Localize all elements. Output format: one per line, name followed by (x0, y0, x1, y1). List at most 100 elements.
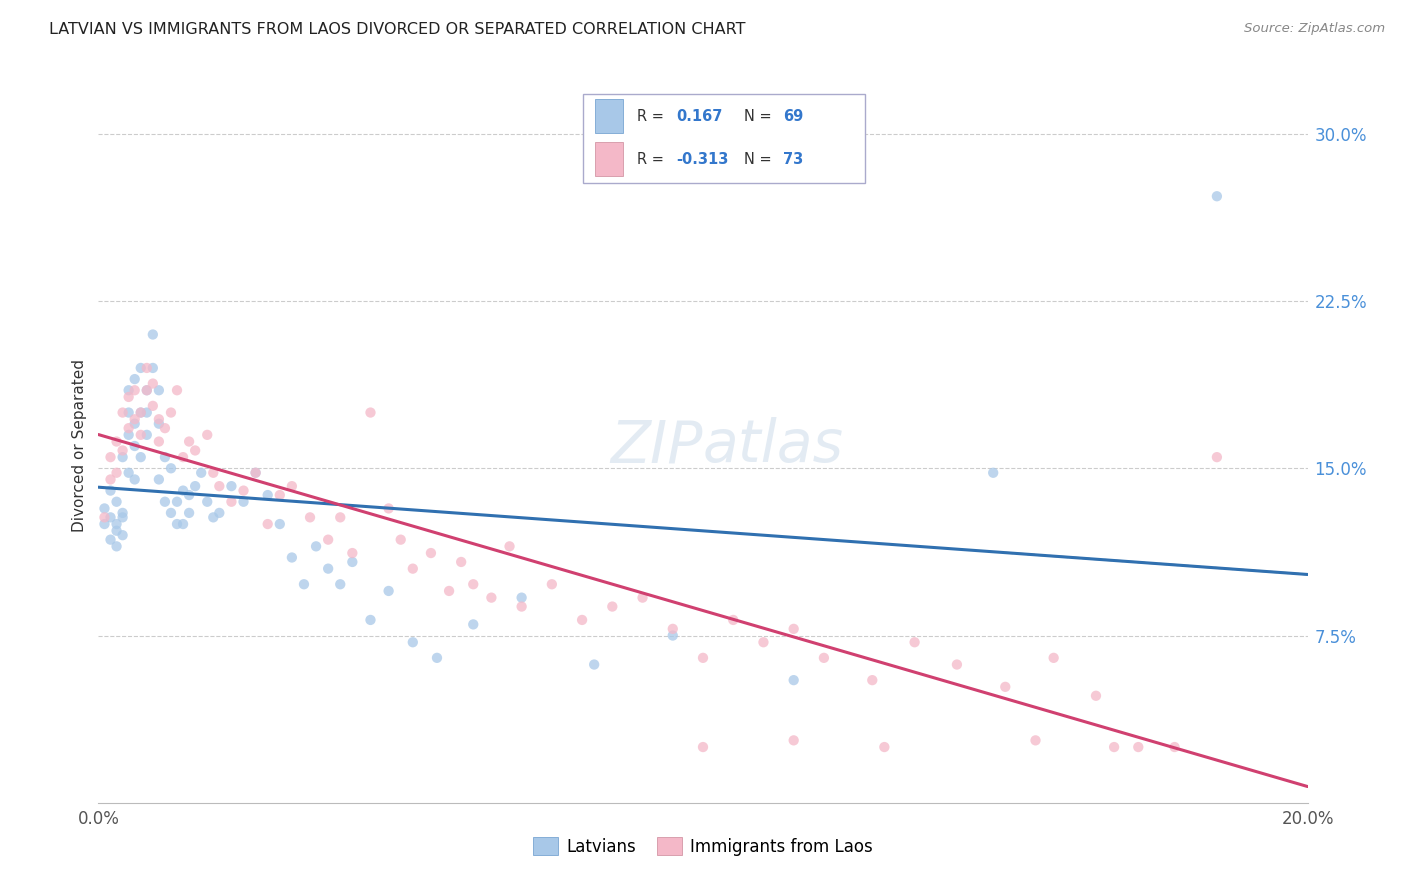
Text: LATVIAN VS IMMIGRANTS FROM LAOS DIVORCED OR SEPARATED CORRELATION CHART: LATVIAN VS IMMIGRANTS FROM LAOS DIVORCED… (49, 22, 745, 37)
Point (420, 546, 443, 560)
Point (256, 516, 278, 531)
Point (1206, 450, 1229, 464)
Text: -0.313: -0.313 (676, 153, 728, 167)
Point (153, 421, 176, 435)
Point (118, 405, 141, 419)
Point (342, 555, 364, 569)
Point (783, 622, 806, 636)
Point (100, 510, 122, 524)
Point (783, 673, 806, 687)
Point (100, 473, 122, 487)
Point (142, 360, 165, 375)
Point (118, 466, 141, 480)
Point (360, 613, 382, 627)
Point (723, 613, 745, 627)
Point (281, 479, 304, 493)
Text: 69: 69 (783, 110, 803, 124)
Bar (595, 99, 623, 133)
Point (148, 412, 170, 426)
Point (245, 466, 267, 480)
Point (111, 506, 134, 520)
Point (111, 450, 134, 464)
Text: Source: ZipAtlas.com: Source: ZipAtlas.com (1244, 22, 1385, 36)
Point (166, 384, 188, 398)
Point (129, 360, 152, 375)
Point (93, 501, 115, 516)
Point (402, 562, 425, 576)
Point (166, 494, 188, 508)
Point (208, 479, 231, 493)
Point (184, 479, 207, 493)
Point (463, 617, 485, 632)
Point (100, 533, 122, 547)
Text: ZIP: ZIP (610, 417, 703, 475)
Point (783, 733, 806, 747)
Point (148, 384, 170, 398)
Point (153, 494, 176, 508)
Point (692, 740, 714, 755)
Point (316, 562, 339, 576)
Point (329, 510, 352, 524)
Point (135, 427, 157, 442)
Point (118, 421, 141, 435)
Point (111, 528, 134, 542)
Point (1085, 689, 1108, 703)
Point (813, 651, 835, 665)
Bar (595, 142, 623, 176)
Point (142, 376, 165, 391)
Point (124, 372, 146, 386)
Point (1128, 740, 1150, 755)
Point (105, 434, 128, 449)
Point (498, 539, 520, 553)
Point (292, 577, 315, 591)
Point (510, 591, 533, 605)
Point (118, 390, 141, 404)
Point (105, 494, 128, 508)
Point (571, 613, 593, 627)
Point (129, 405, 152, 419)
Point (105, 539, 128, 553)
Point (426, 651, 449, 665)
Point (1102, 740, 1125, 755)
Point (142, 327, 165, 342)
Point (481, 591, 503, 605)
Point (93, 510, 115, 524)
Point (281, 550, 304, 565)
Point (118, 384, 141, 398)
Point (129, 405, 152, 419)
Point (129, 427, 152, 442)
Point (994, 680, 1017, 694)
Text: N =: N = (744, 153, 772, 167)
Point (904, 635, 927, 649)
Point (329, 577, 352, 591)
Y-axis label: Divorced or Separated: Divorced or Separated (72, 359, 87, 533)
Point (981, 466, 1004, 480)
Point (583, 657, 606, 672)
Point (360, 405, 382, 419)
Point (316, 533, 339, 547)
Point (118, 427, 141, 442)
Point (232, 483, 254, 498)
Point (179, 506, 201, 520)
Point (195, 494, 218, 508)
Point (305, 539, 328, 553)
Point (232, 494, 254, 508)
Point (873, 740, 896, 755)
Point (450, 555, 472, 569)
Point (1163, 740, 1185, 755)
Point (172, 450, 194, 464)
Point (602, 599, 624, 614)
Point (195, 427, 218, 442)
Point (111, 510, 134, 524)
Point (377, 501, 399, 516)
Point (160, 506, 183, 520)
Point (299, 510, 322, 524)
Point (124, 439, 146, 453)
Text: N =: N = (744, 110, 772, 124)
Point (153, 450, 176, 464)
Text: R =: R = (637, 110, 664, 124)
Point (245, 466, 267, 480)
Point (860, 673, 883, 687)
Point (105, 524, 128, 538)
Point (190, 466, 212, 480)
